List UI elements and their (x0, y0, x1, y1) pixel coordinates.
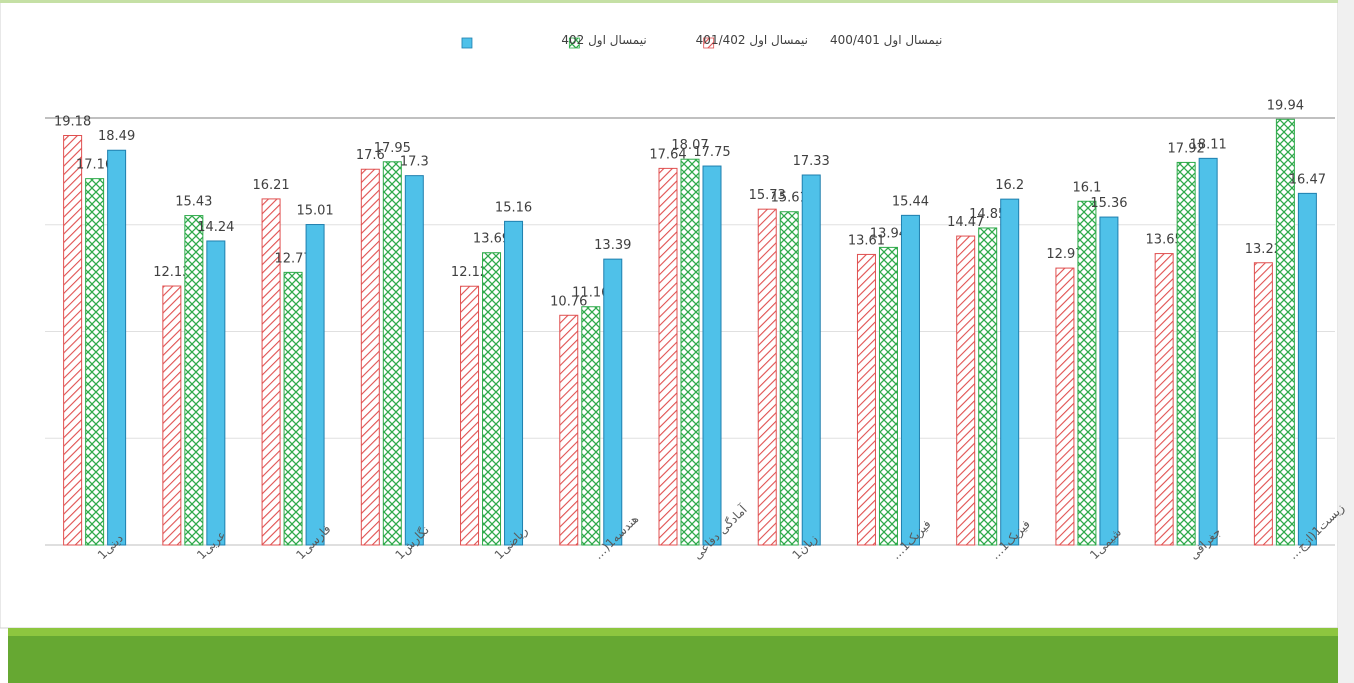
data-label: 17.6 (356, 148, 385, 163)
data-label: 15.01 (296, 204, 333, 219)
data-label: 16.1 (1072, 180, 1101, 195)
data-label: 13.65 (1146, 233, 1183, 248)
legend-swatch (568, 37, 580, 49)
bar (1275, 118, 1295, 546)
bar (85, 178, 105, 546)
data-label: 17.33 (793, 154, 830, 169)
bar (680, 158, 700, 546)
bar (1000, 198, 1020, 546)
legend-swatch (461, 37, 473, 49)
bar (1077, 200, 1097, 546)
data-label: 13.39 (594, 238, 631, 253)
bar (856, 253, 876, 546)
bar (581, 306, 601, 546)
bar (1099, 216, 1119, 546)
bar (603, 258, 623, 546)
bar (107, 149, 127, 546)
bar (382, 161, 402, 546)
data-label: 19.94 (1267, 98, 1304, 113)
bar (757, 208, 777, 546)
data-label: 13.94 (870, 226, 907, 241)
bar (261, 198, 281, 546)
bar (779, 211, 799, 546)
legend-swatch (703, 37, 715, 49)
data-label: 12.12 (451, 265, 488, 280)
bar (559, 314, 579, 546)
bar (283, 271, 303, 546)
data-label: 15.43 (175, 195, 212, 210)
bar (360, 168, 380, 546)
bar (1154, 253, 1174, 546)
data-label: 15.61 (771, 191, 808, 206)
footer-band (8, 636, 1338, 683)
footer-accent (8, 628, 1338, 636)
data-label: 14.47 (947, 215, 984, 230)
data-label: 16.2 (995, 178, 1024, 193)
bar (460, 285, 480, 546)
data-label: 17.16 (76, 158, 113, 173)
bar (1297, 192, 1317, 546)
data-label: 12.77 (274, 251, 311, 266)
top-accent (0, 0, 1338, 3)
bar (206, 240, 226, 546)
data-label: 12.97 (1046, 247, 1083, 262)
data-label: 15.16 (495, 200, 532, 215)
data-label: 14.24 (197, 220, 234, 235)
data-label: 11.16 (572, 286, 609, 301)
data-label: 12.13 (153, 265, 190, 280)
data-label: 16.21 (252, 178, 289, 193)
bar (504, 220, 524, 546)
data-label: 17.92 (1168, 141, 1205, 156)
data-label: 18.49 (98, 129, 135, 144)
data-label: 14.85 (969, 207, 1006, 222)
data-label: 17.64 (649, 147, 686, 162)
bar (956, 235, 976, 546)
bar (801, 174, 821, 546)
bar (305, 224, 325, 546)
bar (1253, 262, 1273, 546)
data-label: 17.95 (374, 141, 411, 156)
bar (900, 214, 920, 546)
bar (162, 285, 182, 546)
bar (978, 227, 998, 546)
data-label: 15.44 (892, 194, 929, 209)
bar (1055, 267, 1075, 546)
data-label: 16.47 (1289, 172, 1326, 187)
bar (1176, 161, 1196, 546)
bar (404, 175, 424, 546)
data-label: 17.3 (400, 155, 429, 170)
bar (482, 252, 502, 546)
bar (1198, 157, 1218, 546)
bar (63, 135, 83, 546)
legend-label: نیمسال اول 402 (561, 33, 646, 48)
data-label: 18.11 (1190, 137, 1227, 152)
bar (184, 215, 204, 546)
bar (878, 246, 898, 546)
bar (702, 165, 722, 546)
data-label: 13.69 (473, 232, 510, 247)
bar (658, 167, 678, 546)
data-label: 10.76 (550, 294, 587, 309)
data-label: 13.61 (848, 233, 885, 248)
chart: نیمسال اول 400/401 نیمسال اول 401/402 نیمس… (45, 33, 1348, 563)
data-label: 19.18 (54, 115, 91, 130)
data-label: 15.73 (749, 188, 786, 203)
data-label: 17.75 (693, 145, 730, 160)
legend-label: نیمسال اول 400/401 (830, 33, 942, 48)
legend-label: نیمسال اول 401/402 (696, 33, 808, 48)
data-label: 18.07 (671, 138, 708, 153)
data-label: 15.36 (1090, 196, 1127, 211)
scroll-strip (1338, 0, 1354, 683)
data-label: 13.22 (1245, 242, 1282, 257)
